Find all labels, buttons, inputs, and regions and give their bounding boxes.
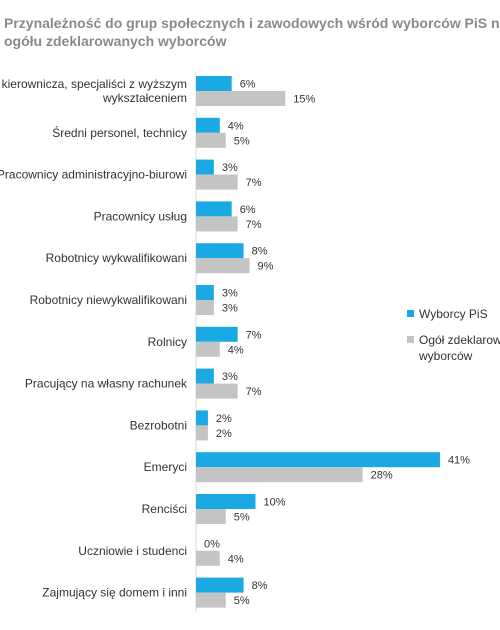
value-label-wyborcy-pis: 41% — [448, 455, 470, 467]
legend-swatch-ogol-wyborcow — [407, 336, 414, 343]
bar-ogol-wyborcow — [196, 425, 208, 441]
bar-wyborcy-pis — [196, 494, 256, 509]
bar-ogol-wyborcow — [196, 509, 226, 524]
value-label-ogol-wyborcow: 7% — [246, 177, 262, 189]
bar-ogol-wyborcow — [196, 300, 214, 315]
value-label-ogol-wyborcow: 5% — [234, 512, 250, 524]
bar-ogol-wyborcow — [196, 91, 286, 106]
legend-label-wyborcy-pis: Wyborcy PiS — [419, 307, 488, 321]
chart-title-line-1: Przynależność do grup społecznych i zawo… — [4, 15, 500, 31]
value-label-ogol-wyborcow: 28% — [371, 470, 393, 482]
category-label: a kierownicza, specjaliści z wyższym wyks… — [0, 77, 187, 105]
chart-title: Przynależność do grup społecznych i zawo… — [4, 14, 500, 50]
category-label: Renciści — [142, 502, 187, 516]
value-label-ogol-wyborcow: 3% — [222, 303, 238, 315]
bar-ogol-wyborcow — [196, 467, 363, 483]
bar-ogol-wyborcow — [196, 592, 226, 608]
bar-wyborcy-pis — [196, 159, 214, 175]
value-label-wyborcy-pis: 2% — [216, 413, 232, 425]
value-label-wyborcy-pis: 10% — [264, 497, 286, 509]
value-label-ogol-wyborcow: 5% — [234, 595, 250, 607]
bar-ogol-wyborcow — [196, 174, 238, 190]
value-label-ogol-wyborcow: 5% — [234, 135, 250, 147]
value-label-ogol-wyborcow: 7% — [246, 219, 262, 231]
bar-wyborcy-pis — [196, 577, 244, 593]
value-label-wyborcy-pis: 6% — [240, 204, 256, 216]
value-label-wyborcy-pis: 7% — [246, 329, 262, 341]
bar-wyborcy-pis — [196, 326, 238, 342]
bar-ogol-wyborcow — [196, 258, 250, 274]
category-label: Średni personel, technicy — [52, 125, 187, 140]
value-label-wyborcy-pis: 0% — [204, 538, 220, 550]
value-label-ogol-wyborcow: 4% — [228, 553, 244, 565]
category-label: Bezrobotni — [130, 418, 187, 432]
bar-wyborcy-pis — [196, 243, 244, 259]
bar-ogol-wyborcow — [196, 383, 238, 399]
value-label-ogol-wyborcow: 2% — [216, 428, 232, 440]
chart-title-line-2: ogółu zdeklarowanych wyborców — [4, 33, 227, 49]
value-label-wyborcy-pis: 4% — [228, 120, 244, 132]
value-label-ogol-wyborcow: 15% — [293, 94, 315, 106]
bar-wyborcy-pis — [196, 201, 232, 217]
category-label: Zajmujący się domem i inni — [42, 586, 187, 600]
bar-wyborcy-pis — [196, 452, 440, 468]
legend-label-ogol-wyborcow: Ogół zdeklarowa wyborców — [418, 333, 500, 363]
category-label: Uczniowie i studenci — [78, 544, 187, 558]
bar-ogol-wyborcow — [196, 341, 220, 357]
category-label: Pracownicy administracyjno-biurowi — [0, 168, 187, 182]
value-label-wyborcy-pis: 8% — [252, 246, 268, 258]
bar-ogol-wyborcow — [196, 132, 226, 148]
bar-wyborcy-pis — [196, 117, 220, 133]
value-label-wyborcy-pis: 6% — [240, 79, 256, 91]
value-label-wyborcy-pis: 3% — [222, 371, 238, 383]
category-label: Rolnicy — [148, 335, 187, 349]
bar-wyborcy-pis — [196, 76, 232, 91]
bar-wyborcy-pis — [196, 285, 214, 300]
bar-wyborcy-pis — [196, 368, 214, 384]
value-label-wyborcy-pis: 8% — [252, 580, 268, 592]
category-label: Robotnicy wykwalifikowani — [46, 251, 187, 265]
bar-ogol-wyborcow — [196, 216, 238, 232]
value-label-wyborcy-pis: 3% — [222, 288, 238, 300]
category-label: Emeryci — [144, 460, 187, 474]
legend-swatch-wyborcy-pis — [407, 310, 414, 317]
value-label-ogol-wyborcow: 9% — [258, 261, 274, 273]
category-label: Pracownicy usług — [94, 209, 187, 223]
bar-ogol-wyborcow — [196, 550, 220, 566]
category-label: Robotnicy niewykwalifikowani — [30, 293, 187, 307]
bar-wyborcy-pis — [196, 410, 208, 426]
value-label-wyborcy-pis: 3% — [222, 162, 238, 174]
value-label-ogol-wyborcow: 4% — [228, 344, 244, 356]
category-label: Pracujący na własny rachunek — [25, 377, 188, 391]
value-label-ogol-wyborcow: 7% — [246, 386, 262, 398]
